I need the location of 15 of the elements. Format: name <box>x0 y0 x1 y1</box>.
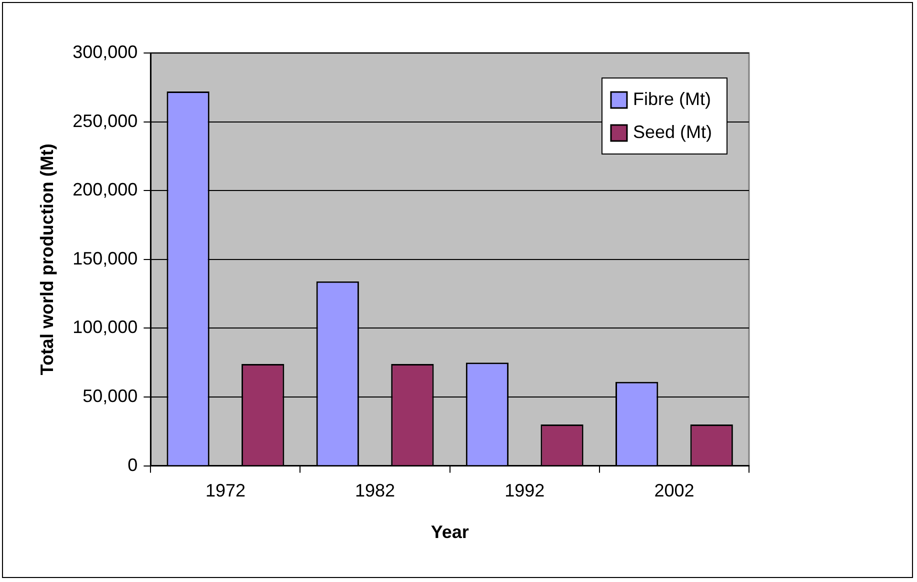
y-tick-label: 150,000 <box>72 248 138 268</box>
x-tick-label: 1972 <box>205 480 246 501</box>
legend-label: Fibre (Mt) <box>632 88 711 109</box>
x-tick-label: 2002 <box>654 480 694 501</box>
x-axis-title: Year <box>430 522 469 542</box>
x-tick-label: 1982 <box>355 480 396 501</box>
y-tick-label: 300,000 <box>72 42 138 62</box>
y-tick-label: 0 <box>128 454 138 475</box>
legend-label: Seed (Mt) <box>632 122 712 142</box>
y-tick-label: 200,000 <box>72 180 138 200</box>
y-tick-label: 100,000 <box>72 317 138 338</box>
y-tick-label: 250,000 <box>72 110 138 131</box>
y-tick-label: 50,000 <box>82 386 138 406</box>
x-tick-label: 1992 <box>504 480 545 501</box>
y-axis-title: Total world production (Mt) <box>36 144 57 376</box>
